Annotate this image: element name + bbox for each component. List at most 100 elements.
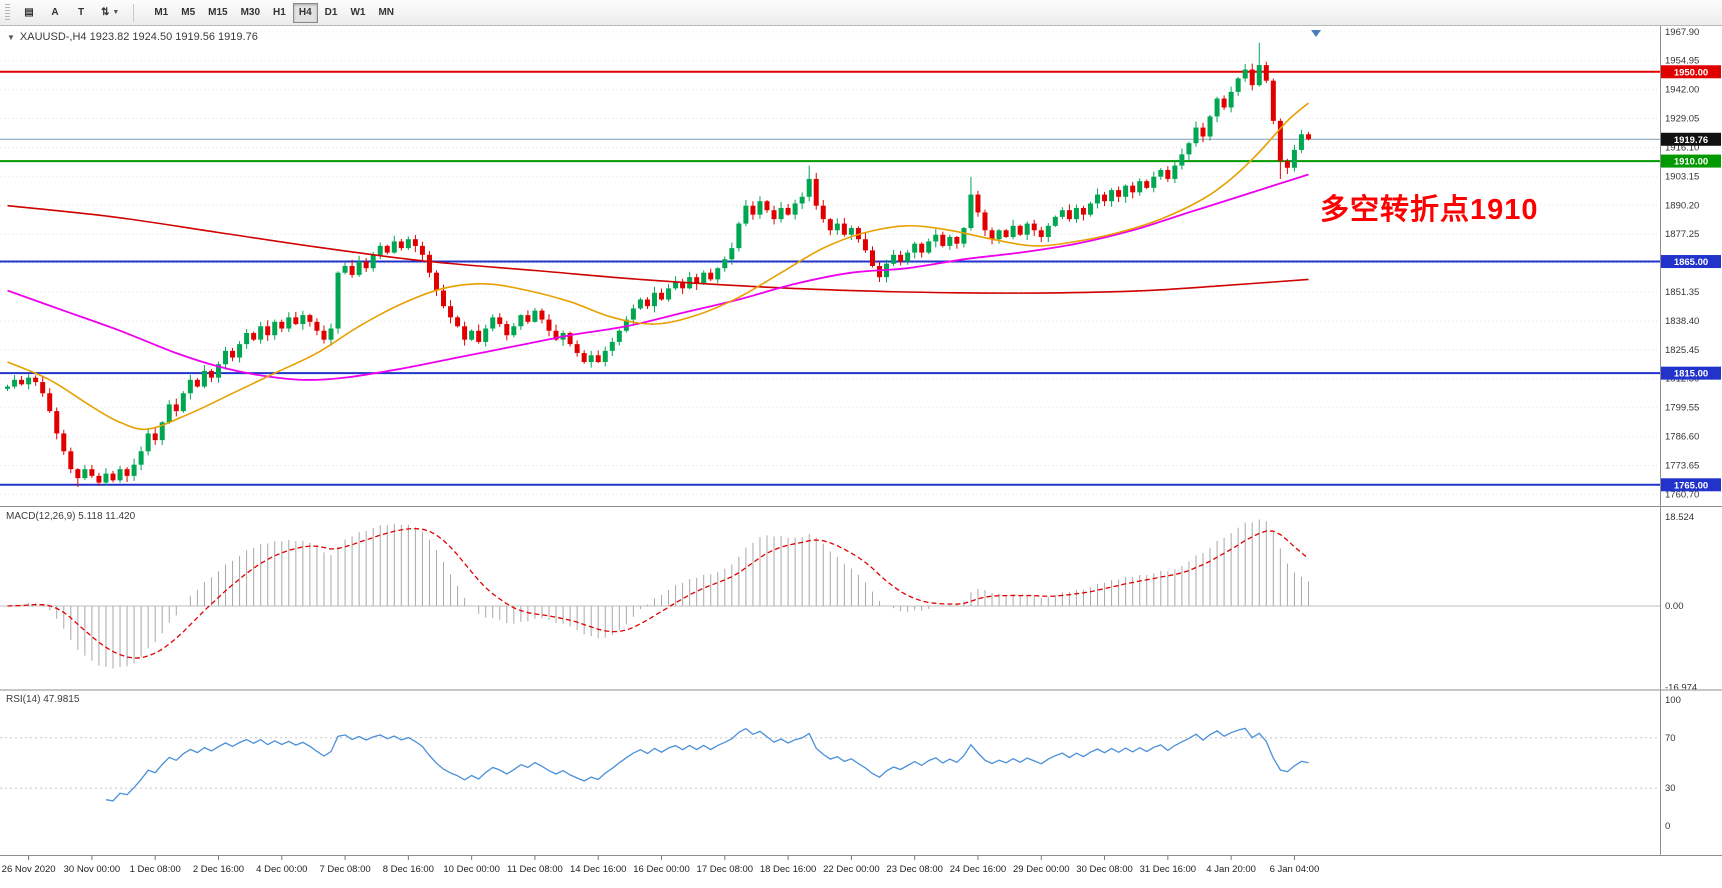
candle-body: [1087, 203, 1093, 215]
candle-body: [518, 315, 524, 327]
candle-body: [1052, 216, 1058, 226]
time-label: 30 Nov 00:00: [64, 864, 121, 875]
expand-arrow-icon[interactable]: ▼: [7, 32, 15, 42]
timeframe-M5-button[interactable]: M5: [175, 3, 201, 23]
candle-body: [265, 326, 271, 336]
candlestick-series: [5, 42, 1311, 488]
toolbar-grip[interactable]: [5, 3, 10, 22]
candle-body: [778, 207, 784, 220]
candle-body: [1186, 143, 1192, 155]
candle-body: [736, 223, 742, 249]
scale-label: 1903.15: [1665, 171, 1699, 182]
candle-body: [258, 326, 264, 340]
tool-template-button[interactable]: T: [69, 3, 93, 23]
candle-body: [1305, 134, 1311, 140]
macd-signal-line: [7, 527, 1309, 659]
candle-body: [1010, 225, 1016, 237]
candle-body: [237, 344, 243, 358]
candle-body: [820, 205, 826, 220]
scale-label: 1786.60: [1665, 432, 1699, 443]
candle-body: [764, 201, 770, 211]
candle-body: [581, 353, 587, 362]
time-label: 23 Dec 08:00: [886, 864, 943, 875]
candle-body: [975, 194, 981, 213]
candle-body: [47, 393, 53, 412]
candle-body: [117, 469, 123, 481]
timeframe-H1-button[interactable]: H1: [267, 3, 292, 23]
scale-label: 30: [1665, 783, 1676, 794]
candle-body: [251, 332, 257, 340]
tool-scale-toggle-button[interactable]: ⇅ ▼: [95, 3, 125, 23]
time-label: 24 Dec 16:00: [950, 864, 1007, 875]
candle-body: [630, 308, 636, 320]
toolbar-separator: [133, 3, 135, 22]
timeframe-M30-button[interactable]: M30: [235, 3, 266, 23]
price-tag-label: 1919.76: [1674, 135, 1708, 146]
tool-text-annotate-button[interactable]: A: [43, 3, 67, 23]
chart-shift-marker-icon[interactable]: [1311, 30, 1321, 37]
candle-body: [54, 411, 60, 434]
chart-header: ▼ XAUUSD-,H4 1923.82 1924.50 1919.56 191…: [7, 31, 258, 43]
scale-label: 100: [1665, 695, 1681, 706]
candle-body: [701, 272, 707, 284]
candle-body: [138, 451, 144, 465]
candle-body: [61, 433, 67, 452]
candle-body: [1214, 98, 1220, 117]
timeframe-MN-button[interactable]: MN: [372, 3, 400, 23]
candle-body: [159, 422, 165, 441]
scale-label: 18.524: [1665, 512, 1694, 523]
candle-body: [708, 272, 714, 280]
candle-body: [377, 245, 383, 255]
price-tag-label: 1815.00: [1674, 369, 1708, 380]
candle-body: [1116, 190, 1122, 197]
candle-body: [1137, 181, 1143, 193]
candle-body: [1256, 65, 1262, 86]
candle-body: [335, 272, 341, 329]
candle-body: [715, 268, 721, 280]
candle-body: [1123, 185, 1129, 197]
candle-body: [321, 330, 327, 340]
candle-body: [933, 234, 939, 242]
candle-body: [286, 317, 292, 329]
timeframe-toolbar: M1 M5 M15 M30 H1 H4 D1 W1 MN: [148, 2, 400, 23]
time-label: 26 Nov 2020: [2, 864, 56, 875]
candle-body: [1059, 210, 1065, 217]
candle-body: [448, 306, 454, 318]
time-label: 29 Dec 00:00: [1013, 864, 1070, 875]
candle-body: [616, 330, 622, 342]
price-tag-label: 1950.00: [1674, 67, 1708, 78]
tool-chart-list-button[interactable]: ▤: [17, 3, 41, 23]
candle-body: [1151, 176, 1157, 188]
timeframe-W1-button[interactable]: W1: [344, 3, 371, 23]
candle-body: [1291, 149, 1297, 168]
candle-body: [1242, 69, 1248, 79]
candle-body: [391, 241, 397, 253]
candle-body: [166, 404, 172, 423]
grid-lines: [0, 31, 1660, 495]
candle-body: [574, 344, 580, 354]
timeframe-M1-button[interactable]: M1: [148, 3, 174, 23]
candle-body: [1172, 165, 1178, 179]
scale-label: -16.974: [1665, 682, 1697, 693]
timeframe-M15-button[interactable]: M15: [202, 3, 233, 23]
candle-body: [989, 230, 995, 240]
candle-body: [919, 243, 925, 253]
candle-body: [729, 248, 735, 260]
candle-body: [1298, 134, 1304, 150]
ma-fast-orange: [7, 102, 1310, 431]
time-label: 14 Dec 16:00: [570, 864, 627, 875]
chart-annotation-text[interactable]: 多空转折点1910: [1320, 194, 1539, 226]
timeframe-H4-button[interactable]: H4: [292, 2, 318, 23]
candle-body: [511, 326, 517, 336]
timeframe-D1-button[interactable]: D1: [319, 3, 344, 23]
chart-canvas[interactable]: 1967.90 1954.95 1942.00 1929.05 1916.10 1903.…: [0, 26, 1722, 888]
candle-body: [5, 386, 11, 389]
scale-label: 1942.00: [1665, 85, 1699, 96]
candle-body: [173, 404, 179, 412]
candle-body: [1003, 230, 1009, 237]
scale-label: 1825.45: [1665, 345, 1699, 356]
scale-label: 0.00: [1665, 601, 1684, 612]
candle-body: [553, 330, 559, 340]
candle-body: [314, 321, 320, 331]
candle-body: [785, 207, 791, 215]
